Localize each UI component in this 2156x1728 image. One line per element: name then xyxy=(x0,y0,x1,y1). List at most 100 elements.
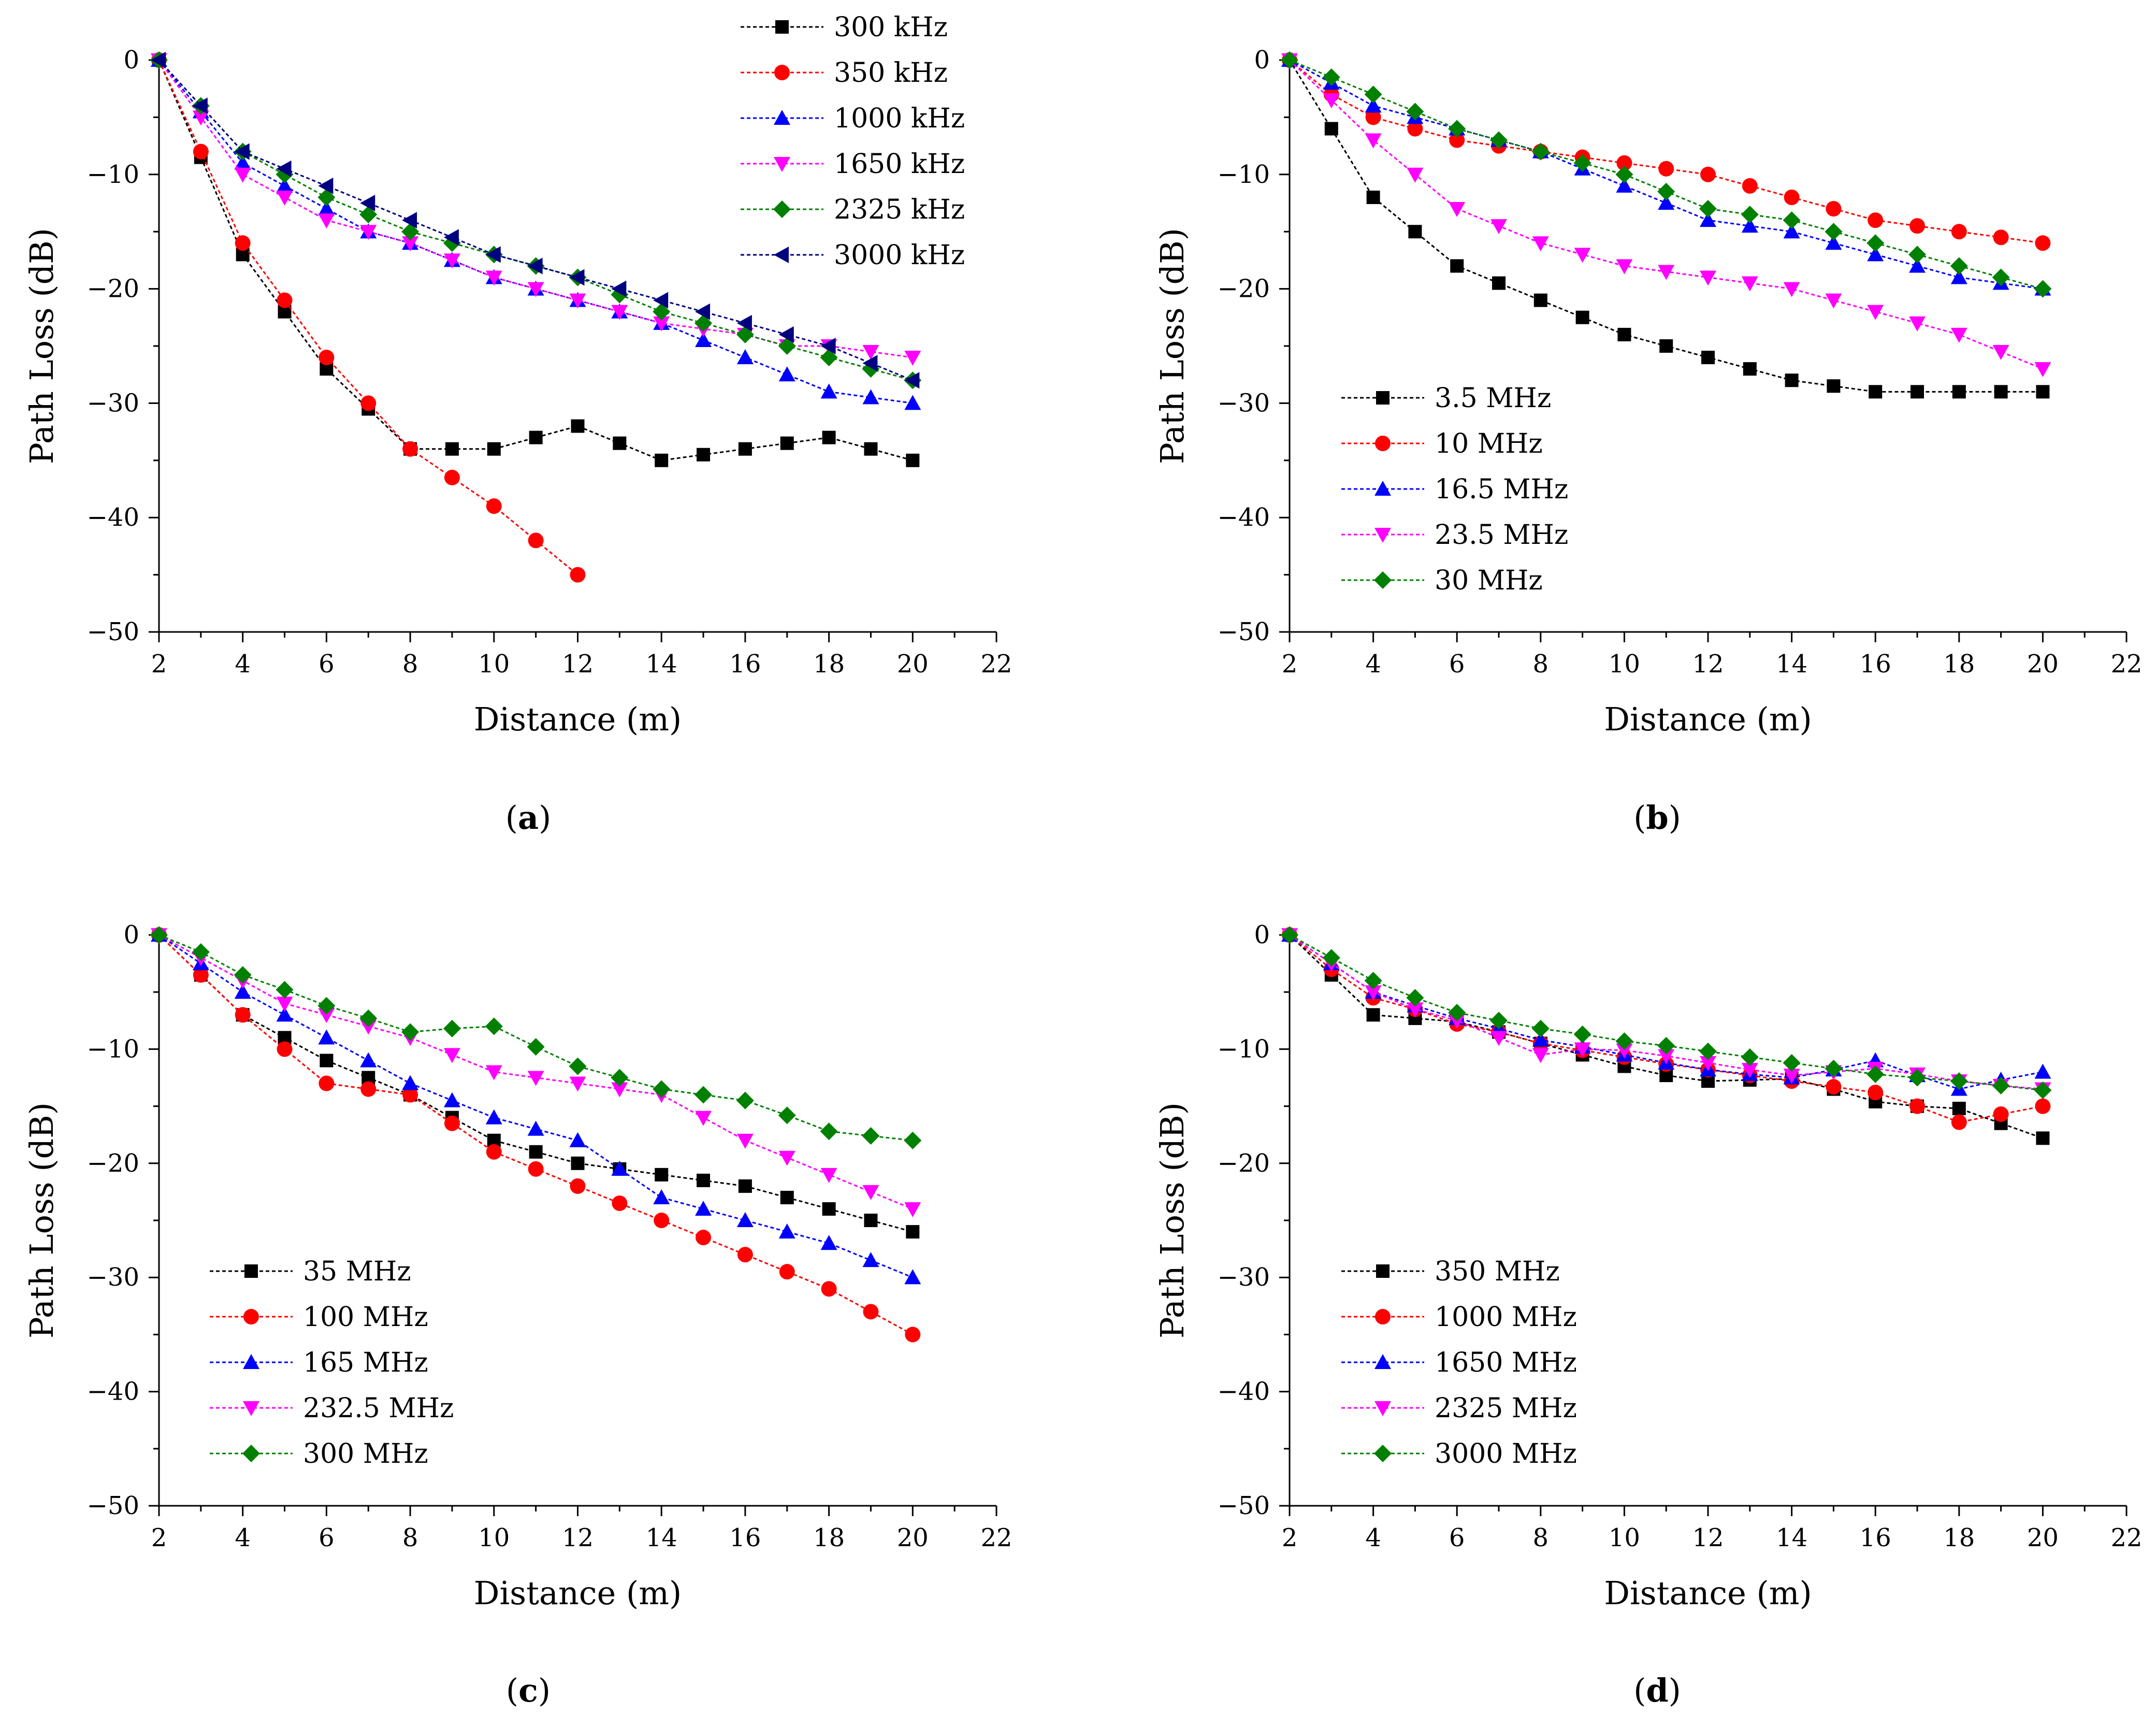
data-point xyxy=(1952,385,1966,399)
data-point xyxy=(1868,1085,1884,1101)
data-point xyxy=(527,1071,544,1086)
data-point xyxy=(655,1168,669,1182)
data-point xyxy=(276,981,294,999)
data-point xyxy=(778,1150,795,1166)
data-point xyxy=(778,366,795,382)
data-point xyxy=(235,1007,251,1023)
data-point xyxy=(778,1223,795,1239)
x-tick-label: 14 xyxy=(1776,1523,1807,1552)
data-point xyxy=(1700,270,1716,286)
x-tick-label: 12 xyxy=(562,650,594,679)
legend-marker xyxy=(1374,1445,1392,1462)
y-tick-label: −50 xyxy=(87,1491,139,1520)
data-point xyxy=(360,195,375,211)
legend: 300 kHz 350 kHz 1000 kHz 1650 kHz 2325 kHz 30… xyxy=(741,12,965,271)
legend-entry: 1000 MHz xyxy=(1435,1302,1577,1333)
x-tick-label: 6 xyxy=(1449,650,1465,679)
data-point xyxy=(1699,200,1717,218)
x-tick-label: 16 xyxy=(729,650,761,679)
data-point xyxy=(402,441,418,457)
series-30-mhz xyxy=(1281,51,2052,298)
data-point xyxy=(1408,225,1422,239)
x-tick-label: 14 xyxy=(1776,650,1807,679)
data-point xyxy=(695,1200,712,1216)
data-point xyxy=(317,997,336,1015)
data-point xyxy=(1531,1019,1550,1038)
data-point xyxy=(1657,1036,1675,1055)
data-point xyxy=(234,966,252,984)
panel-d: 2 4 6 8 10 12 14 16 18 20 22 0 −10 −20 −30 −40 −50 Distan… xyxy=(1153,920,2143,1709)
data-point xyxy=(736,1091,754,1110)
series-3.5-mhz xyxy=(1283,53,2050,399)
y-tick-label: 0 xyxy=(123,920,139,949)
data-point xyxy=(485,246,501,263)
x-tick-label: 18 xyxy=(1943,650,1975,679)
data-point xyxy=(359,1009,378,1027)
x-tick-label: 4 xyxy=(1365,1523,1381,1552)
x-tick-label: 10 xyxy=(1609,1523,1640,1552)
data-point xyxy=(1491,1031,1507,1046)
series-line xyxy=(1289,934,2043,1139)
data-point xyxy=(820,383,837,399)
data-point xyxy=(318,1029,335,1045)
data-point xyxy=(1783,282,1800,297)
data-point xyxy=(1908,1069,1926,1087)
legend-entry: 300 MHz xyxy=(303,1438,428,1470)
x-tick-label: 2 xyxy=(1282,650,1298,679)
x-tick-label: 14 xyxy=(646,650,677,679)
data-point xyxy=(234,984,251,999)
legend-marker xyxy=(774,157,790,172)
y-tick-label: −30 xyxy=(1218,1263,1270,1292)
data-point xyxy=(778,337,796,355)
data-point xyxy=(401,1023,419,1041)
data-point xyxy=(1783,211,1801,229)
data-point xyxy=(904,1202,921,1217)
legend-entry: 350 MHz xyxy=(1435,1256,1560,1287)
data-point xyxy=(654,1213,670,1228)
data-point xyxy=(1365,985,1382,1001)
data-point xyxy=(1406,103,1424,121)
data-point xyxy=(444,469,460,485)
data-point xyxy=(1909,316,1926,332)
data-point xyxy=(1281,926,1298,944)
data-point xyxy=(821,1281,837,1297)
data-point xyxy=(360,225,377,240)
data-point xyxy=(1450,259,1464,273)
data-point xyxy=(822,1202,836,1216)
data-point xyxy=(655,453,669,467)
y-tick-label: −40 xyxy=(87,503,139,532)
data-point xyxy=(1911,385,1924,399)
x-tick-label: 4 xyxy=(1365,650,1381,679)
data-point xyxy=(320,1054,334,1068)
data-point xyxy=(611,1160,628,1176)
data-point xyxy=(234,143,250,160)
data-point xyxy=(653,292,669,309)
data-point xyxy=(193,967,209,983)
data-point xyxy=(1322,68,1340,87)
data-point xyxy=(1492,276,1506,290)
data-point xyxy=(736,314,752,332)
data-point xyxy=(736,1212,754,1227)
y-axis-label: Path Loss (dB) xyxy=(23,228,61,464)
data-point xyxy=(904,1269,921,1285)
legend-marker xyxy=(1375,1309,1391,1324)
data-point xyxy=(1950,257,1968,275)
series-165-mhz xyxy=(151,927,921,1285)
data-point xyxy=(402,212,417,229)
data-point xyxy=(569,1132,586,1147)
legend-marker xyxy=(1376,1264,1390,1278)
data-point xyxy=(1323,93,1340,109)
legend-marker xyxy=(1374,528,1391,543)
data-point xyxy=(1867,305,1884,320)
data-point xyxy=(1658,195,1675,210)
x-tick-label: 16 xyxy=(729,1523,761,1552)
data-point xyxy=(1407,1002,1424,1018)
y-tick-label: −30 xyxy=(87,1263,139,1292)
data-point xyxy=(862,1127,880,1145)
data-point xyxy=(318,213,335,229)
data-point xyxy=(904,351,921,366)
panel-a: 2 4 6 8 10 12 14 16 18 20 22 0 −10 −20 −30 −40 −50 Distan… xyxy=(23,12,1012,837)
data-point xyxy=(360,1052,377,1068)
data-point xyxy=(276,997,293,1012)
